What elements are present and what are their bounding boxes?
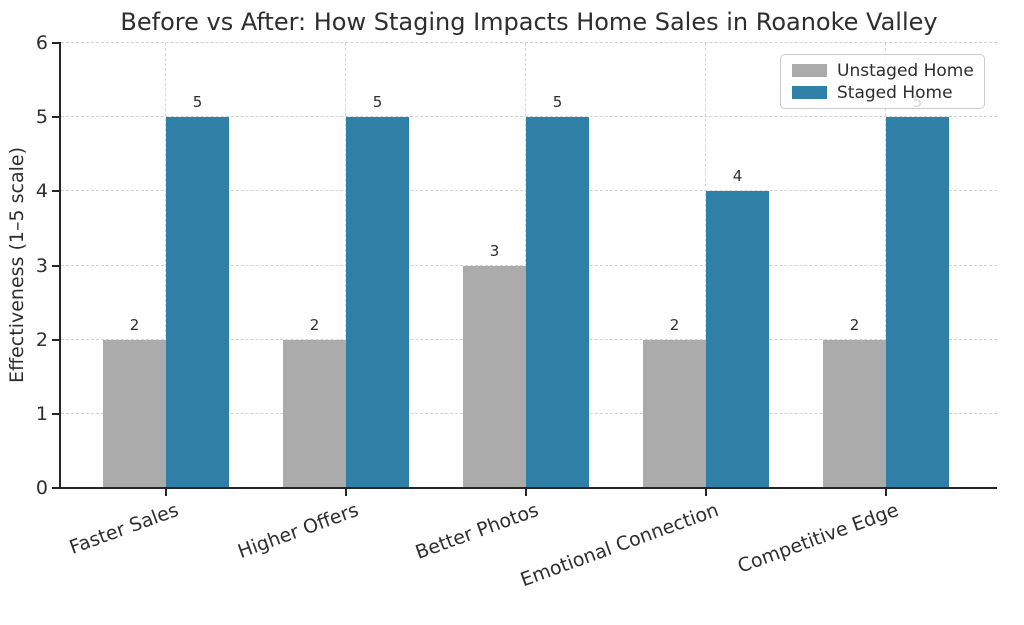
xtick-mark-competitive-edge bbox=[885, 489, 887, 496]
ytick-mark-6 bbox=[52, 42, 59, 44]
gridline-x-emotional-connection bbox=[705, 43, 706, 488]
gridline-x-faster-sales bbox=[165, 43, 166, 488]
bar-value-unstaged-home-emotional-connection: 2 bbox=[669, 315, 680, 334]
bar-value-staged-home-emotional-connection: 4 bbox=[732, 167, 743, 186]
legend-label-staged: Staged Home bbox=[837, 82, 953, 103]
ytick-label-5: 5 bbox=[35, 106, 48, 129]
legend-label-unstaged: Unstaged Home bbox=[837, 60, 974, 81]
xtick-label-competitive-edge: Competitive Edge bbox=[734, 499, 902, 578]
ytick-mark-5 bbox=[52, 116, 59, 119]
bar-value-staged-home-faster-sales: 5 bbox=[192, 93, 203, 112]
xtick-mark-higher-offers bbox=[345, 489, 347, 496]
bar-value-unstaged-home-faster-sales: 2 bbox=[129, 315, 140, 334]
bar-staged-home-better-photos bbox=[526, 117, 589, 488]
legend-row-staged: Staged Home bbox=[792, 82, 973, 103]
x-axis-spine bbox=[59, 487, 997, 489]
chart-title: Before vs After: How Staging Impacts Hom… bbox=[120, 8, 938, 36]
ytick-label-4: 4 bbox=[35, 180, 48, 203]
ytick-label-0: 0 bbox=[35, 477, 48, 499]
ytick-mark-4 bbox=[52, 190, 59, 193]
ytick-mark-0 bbox=[52, 487, 59, 489]
bar-unstaged-home-better-photos bbox=[463, 265, 526, 488]
ytick-label-2: 2 bbox=[35, 328, 48, 351]
xtick-mark-better-photos bbox=[525, 489, 527, 496]
ytick-mark-1 bbox=[52, 412, 59, 415]
bar-value-unstaged-home-higher-offers: 2 bbox=[309, 315, 320, 334]
bar-unstaged-home-faster-sales bbox=[103, 339, 166, 488]
ytick-label-3: 3 bbox=[35, 254, 48, 277]
xtick-label-emotional-connection: Emotional Connection bbox=[517, 499, 722, 592]
bar-staged-home-competitive-edge bbox=[886, 117, 949, 488]
bar-staged-home-faster-sales bbox=[166, 117, 229, 488]
gridline-y-6 bbox=[61, 42, 997, 43]
bar-unstaged-home-higher-offers bbox=[283, 339, 346, 488]
bar-staged-home-emotional-connection bbox=[706, 191, 769, 488]
bar-value-unstaged-home-better-photos: 3 bbox=[489, 241, 500, 260]
legend-swatch-staged bbox=[792, 86, 827, 99]
legend-row-unstaged: Unstaged Home bbox=[792, 60, 974, 81]
bar-staged-home-higher-offers bbox=[346, 117, 409, 488]
xtick-label-higher-offers: Higher Offers bbox=[234, 499, 362, 563]
y-axis-spine bbox=[59, 42, 61, 489]
gridline-x-competitive-edge bbox=[885, 43, 886, 488]
xtick-mark-emotional-connection bbox=[705, 489, 707, 496]
legend: Unstaged Home Staged Home bbox=[780, 54, 985, 109]
xtick-mark-faster-sales bbox=[165, 489, 167, 496]
bar-unstaged-home-competitive-edge bbox=[823, 339, 886, 488]
ytick-mark-3 bbox=[52, 264, 59, 267]
legend-swatch-unstaged bbox=[792, 64, 827, 77]
xtick-label-better-photos: Better Photos bbox=[412, 499, 542, 564]
ytick-label-1: 1 bbox=[35, 402, 48, 425]
bar-unstaged-home-emotional-connection bbox=[643, 339, 706, 488]
bar-value-staged-home-higher-offers: 5 bbox=[372, 93, 383, 112]
gridline-x-higher-offers bbox=[345, 43, 346, 488]
plot-area: 2232255545 bbox=[61, 42, 997, 488]
gridline-y-5 bbox=[61, 116, 997, 118]
bar-value-unstaged-home-competitive-edge: 2 bbox=[849, 315, 860, 334]
ytick-label-6: 6 bbox=[35, 32, 48, 54]
bar-value-staged-home-better-photos: 5 bbox=[552, 93, 563, 112]
ytick-mark-2 bbox=[52, 338, 59, 341]
